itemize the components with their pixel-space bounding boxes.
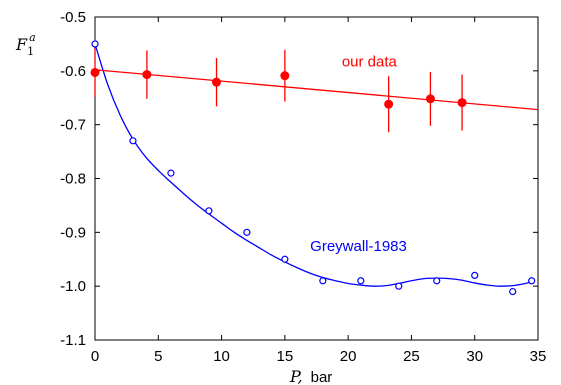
x-tick-label: 35 — [530, 348, 547, 365]
y-axis-label: F1a — [15, 31, 36, 58]
annotations: our data Greywall-1983 — [310, 54, 407, 256]
greywall-data-point — [528, 277, 536, 285]
greywall-data-point — [471, 271, 479, 279]
our-data-point — [425, 94, 435, 104]
our-data-point — [280, 71, 290, 81]
x-tick-label: 20 — [340, 348, 357, 365]
x-tick-label: 0 — [91, 348, 99, 365]
y-axis-label-sub: 1 — [27, 45, 34, 58]
x-tick-label: 10 — [213, 348, 230, 365]
our-data-point — [90, 67, 100, 77]
greywall-data-point — [319, 277, 327, 285]
axis-ticks — [94, 16, 539, 341]
greywall-data-point — [91, 40, 99, 48]
our-data-series — [90, 48, 539, 133]
greywall-data-point — [205, 207, 213, 215]
greywall-series — [91, 40, 536, 296]
x-tick-label: 5 — [154, 348, 162, 365]
y-tick-label: -0.6 — [60, 63, 86, 80]
our-data-point — [384, 99, 394, 109]
y-tick-label: -0.8 — [60, 171, 86, 188]
greywall-data-point — [357, 277, 365, 285]
greywall-data-point — [129, 137, 137, 145]
our-data-label: our data — [342, 54, 398, 71]
greywall-fit-curve — [94, 43, 532, 287]
greywall-data-point — [281, 255, 289, 263]
x-axis-label-unit: bar — [311, 369, 333, 385]
our-data-point — [457, 98, 467, 108]
x-tick-label: 25 — [403, 348, 420, 365]
y-tick-label: -0.5 — [60, 9, 86, 26]
y-axis-label-sup: a — [29, 31, 36, 44]
greywall-data-point — [167, 169, 175, 177]
greywall-label: Greywall-1983 — [310, 238, 407, 255]
greywall-data-point — [433, 277, 441, 285]
greywall-data-point — [395, 282, 403, 290]
y-tick-label: -0.9 — [60, 224, 86, 241]
tick-labels: 0 5 10 15 20 25 30 35 -0.5 -0.6 -0.7 -0.8 -0.9 -1.0 -1… — [60, 9, 546, 365]
our-data-fit-line — [94, 69, 539, 111]
y-tick-label: -1.1 — [60, 332, 86, 349]
our-data-point — [212, 77, 222, 87]
x-tick-label: 30 — [466, 348, 483, 365]
our-data-point — [142, 70, 152, 80]
greywall-data-point — [509, 287, 517, 296]
x-axis-label: P, bar — [289, 367, 332, 385]
x-tick-label: 15 — [277, 348, 294, 365]
y-axis-label-main: F — [15, 35, 28, 54]
y-tick-label: -1.0 — [60, 278, 86, 295]
x-axis-label-symbol: P, — [289, 367, 303, 385]
y-tick-label: -0.7 — [60, 117, 86, 134]
plot-frame — [94, 16, 539, 341]
greywall-data-point — [243, 228, 251, 236]
